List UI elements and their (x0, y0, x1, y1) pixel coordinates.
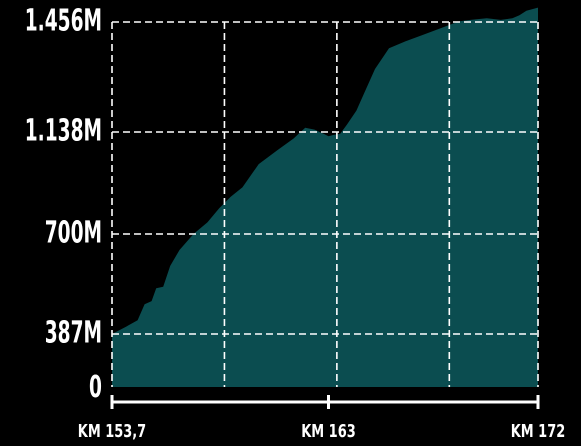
elevation-area (112, 7, 538, 387)
y-tick-label: 1.456M (25, 3, 102, 38)
y-tick-label: 387M (45, 315, 102, 350)
area-layer (112, 7, 538, 387)
y-tick-label: 700M (45, 215, 102, 250)
x-tick-label: KM 153,7 (78, 420, 146, 442)
y-tick-label: 1.138M (25, 113, 102, 148)
y-axis-labels: 0 387M 700M 1.138M 1.456M (25, 3, 102, 404)
x-tick-label: KM 172 (511, 420, 565, 442)
y-tick-label: 0 (89, 369, 102, 404)
x-tick-label: KM 163 (301, 420, 355, 442)
x-axis (110, 395, 540, 409)
x-axis-labels: KM 153,7 KM 163 KM 172 (78, 420, 565, 442)
grid-layer (111, 21, 539, 387)
